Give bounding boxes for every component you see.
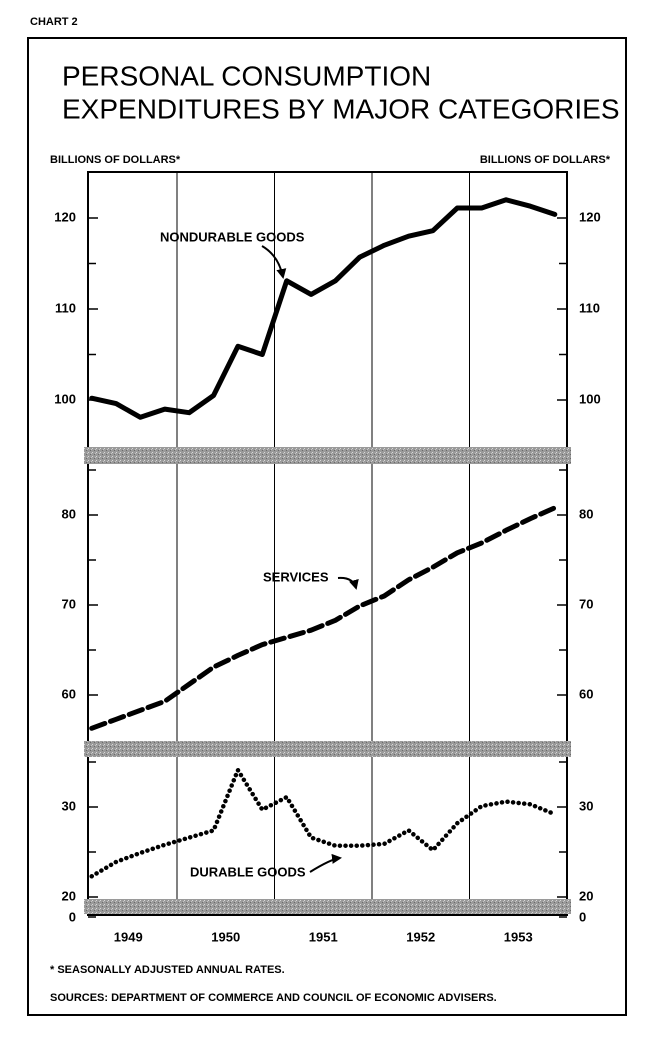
y-tick-label: 120 [54, 209, 76, 224]
x-tick-label: 1951 [309, 929, 338, 944]
floor-tick-label: 0 [579, 909, 586, 924]
outer-frame [27, 37, 627, 1016]
y2-tick-label: 80 [579, 506, 593, 521]
annotation-arrow [261, 245, 287, 279]
y2-tick-label: 120 [579, 209, 601, 224]
axis-break [84, 741, 571, 757]
y2-tick-label: 70 [579, 596, 593, 611]
annotation-arrow [337, 576, 359, 590]
x-tick-label: 1952 [406, 929, 435, 944]
series-line [89, 767, 558, 879]
y-tick-label: 80 [62, 506, 76, 521]
x-tick-label: 1953 [504, 929, 533, 944]
y2-tick-label: 30 [579, 798, 593, 813]
x-tick-label: 1950 [211, 929, 240, 944]
annotation-arrow [309, 853, 342, 873]
series-line [89, 197, 558, 420]
chart-label: CHART 2 [30, 16, 78, 28]
chart-title: PERSONAL CONSUMPTION [62, 60, 431, 91]
y2-tick-label: 60 [579, 686, 593, 701]
x-tick-label: 1949 [114, 929, 143, 944]
y-tick-label: 20 [62, 888, 76, 903]
chart-title: EXPENDITURES BY MAJOR CATEGORIES [62, 93, 620, 124]
y2-axis-label: BILLIONS OF DOLLARS* [480, 154, 611, 166]
footnote: * SEASONALLY ADJUSTED ANNUAL RATES. [50, 964, 285, 976]
y2-tick-label: 110 [579, 300, 600, 315]
series-annotation: SERVICES [263, 569, 329, 584]
series-line [89, 505, 558, 731]
y-tick-label: 110 [55, 300, 76, 315]
y-tick-label: 70 [62, 596, 76, 611]
y-tick-label: 30 [62, 798, 76, 813]
axis-break [84, 447, 571, 464]
plot-frame [87, 171, 568, 916]
floor-tick-label: 0 [69, 909, 76, 924]
axis-break [84, 899, 571, 914]
y-tick-label: 100 [54, 391, 76, 406]
source: SOURCES: DEPARTMENT OF COMMERCE AND COUN… [50, 992, 497, 1004]
y2-tick-label: 20 [579, 888, 593, 903]
series-annotation: DURABLE GOODS [190, 864, 306, 879]
y2-tick-label: 100 [579, 391, 601, 406]
y-tick-label: 60 [62, 686, 76, 701]
y-axis-label: BILLIONS OF DOLLARS* [50, 154, 181, 166]
series-annotation: NONDURABLE GOODS [160, 229, 305, 244]
